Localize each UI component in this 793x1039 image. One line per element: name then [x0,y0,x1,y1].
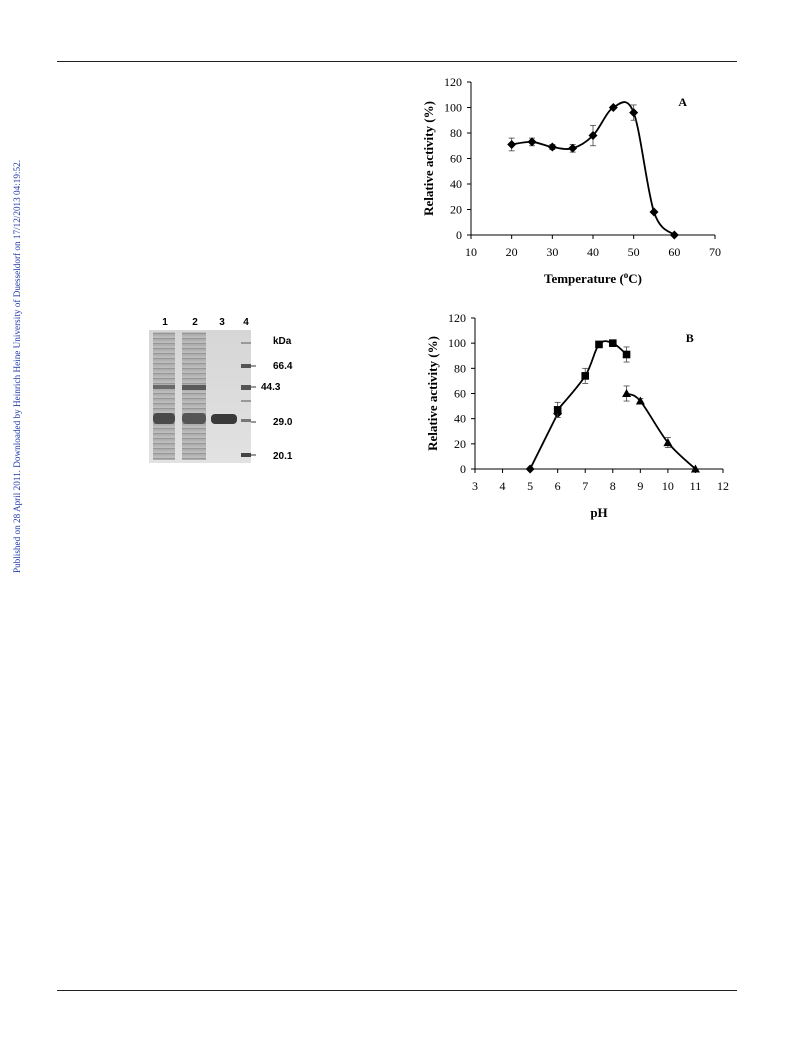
marker-label: 44.3 [261,382,281,393]
y-tick-label: 80 [454,361,466,375]
x-tick-label: 3 [472,479,478,493]
series-line [529,413,559,470]
gel-lane-label: 1 [162,317,168,328]
y-axis-label: Relative activity (%) [421,101,436,216]
x-tick-label: 10 [465,245,477,259]
x-axis-label: pH [590,505,607,520]
marker-band-20 [241,453,251,457]
marker-label: 29.0 [273,417,293,428]
data-point-diamond [525,464,535,474]
gel-band-lane-3 [211,414,237,424]
chart-a: 0 20 40 60 80 100 120 10 20 30 40 50 60 70 Relative ac… [421,75,721,286]
x-tick-label: 11 [690,479,702,493]
y-tick-label: 120 [448,311,466,325]
chart-b: 0 20 40 60 80 100 120 3 4 5 6 7 8 9 10 11 12 Relative act… [425,311,729,520]
y-tick-label: 100 [448,336,466,350]
gel-band [153,385,175,389]
data-point-square [581,372,590,380]
y-tick-label: 20 [454,437,466,451]
y-tick-label: 60 [454,387,466,401]
data-point-diamond [608,103,618,112]
footer-rule [57,990,737,991]
gel-lane-label: 3 [219,317,225,328]
publication-sidebar: Published on 28 April 2011. Downloaded b… [4,160,22,640]
x-tick-label: 30 [546,245,558,259]
header-rule [57,61,737,62]
data-point-square [608,339,617,347]
data-point-diamond [568,143,578,153]
gel-lane-2 [182,332,206,460]
panel-label: B [686,331,694,345]
data-point-diamond [507,139,517,149]
chart-b-container: 0 20 40 60 80 100 120 3 4 5 6 7 8 9 10 11 12 Relative act… [405,305,735,525]
gel-band [241,342,251,344]
gel-lane-label: 4 [243,317,249,328]
x-tick-label: 7 [582,479,588,493]
x-tick-label: 10 [662,479,674,493]
data-point-diamond [547,142,557,152]
x-tick-label: 6 [555,479,561,493]
data-point-triangle [622,389,632,397]
data-point-triangle [663,438,673,447]
y-tick-label: 40 [450,177,462,191]
x-tick-label: 20 [506,245,518,259]
marker-band-44 [241,385,251,390]
gel-lane-1 [153,332,175,460]
x-tick-label: 4 [500,479,506,493]
gel-lane-label: 2 [192,317,198,328]
gel-image: 1 2 3 4 kDa 66.4 44.3 29.0 20.1 [149,317,293,463]
data-point-triangle [690,464,700,473]
publication-notice[interactable]: Published on 28 April 2011. Downloaded b… [12,160,22,574]
y-tick-label: 100 [444,101,462,115]
gel-unit-label: kDa [273,336,292,347]
y-tick-label: 40 [454,412,466,426]
x-tick-label: 8 [610,479,616,493]
series-line [511,101,676,236]
data-point-square [595,340,603,349]
data-point-diamond [588,131,598,141]
y-tick-label: 20 [450,203,462,217]
y-tick-label: 0 [460,462,466,476]
marker-label: 66.4 [273,361,293,372]
x-tick-label: 50 [628,245,640,259]
y-tick-label: 80 [450,126,462,140]
x-tick-label: 70 [709,245,721,259]
data-point-square [622,350,631,359]
x-axis-label: Temperature (oC) [544,270,642,286]
x-tick-label: 12 [717,479,729,493]
gel-figure: 1 2 3 4 kDa 66.4 44.3 29.0 20.1 [145,312,305,472]
data-point-triangle [635,396,645,405]
panel-label: A [678,95,687,109]
marker-label: 20.1 [273,451,293,462]
data-point-diamond [669,230,679,240]
data-point-diamond [629,108,639,118]
marker-band-66 [241,364,251,368]
y-tick-label: 60 [450,152,462,166]
marker-band-29 [241,419,251,422]
y-axis-label: Relative activity (%) [425,336,440,451]
y-tick-label: 120 [444,75,462,89]
x-tick-label: 40 [587,245,599,259]
y-tick-label: 0 [456,228,462,242]
gel-band-lane-2 [182,413,206,424]
series-line [556,340,628,411]
x-tick-label: 9 [637,479,643,493]
gel-band-lane-1 [153,413,175,424]
data-point-diamond [649,207,659,217]
chart-a-container: 0 20 40 60 80 100 120 10 20 30 40 50 60 70 Relative ac… [405,70,735,300]
data-point-square [553,406,562,414]
x-tick-label: 5 [527,479,533,493]
gel-band [182,385,206,390]
series-line [626,392,697,470]
data-point-diamond [527,137,537,147]
gel-band [241,400,251,402]
x-tick-label: 60 [668,245,680,259]
